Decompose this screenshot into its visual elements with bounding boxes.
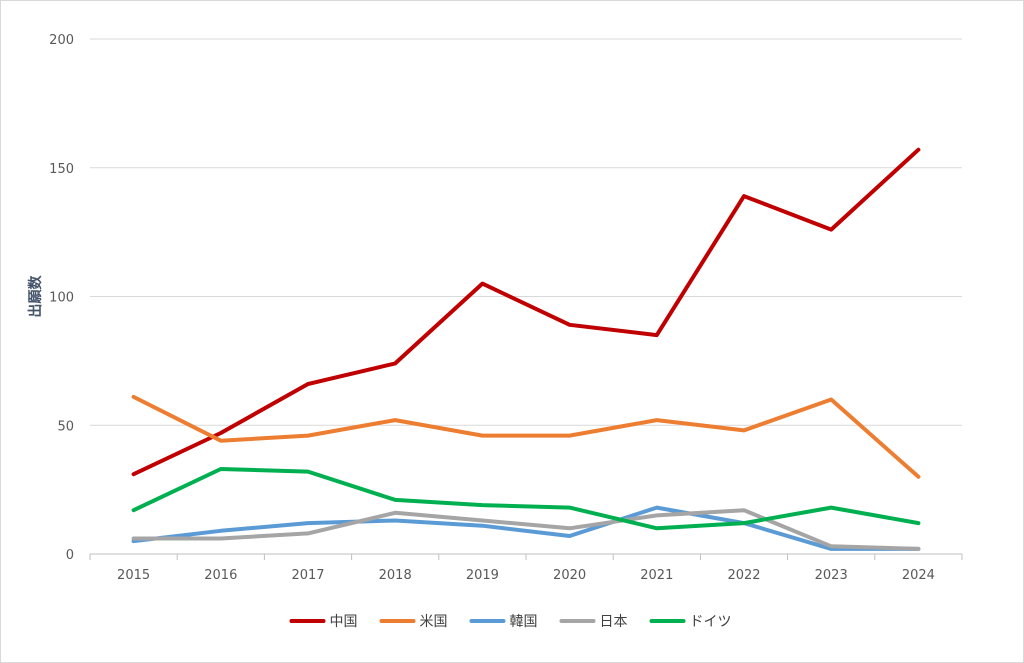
x-tick-label: 2016	[204, 568, 237, 583]
series-line-0	[131, 147, 921, 477]
x-tick-label: 2021	[640, 568, 673, 583]
y-tick-label: 200	[49, 33, 74, 48]
series-line-3	[131, 508, 921, 551]
gridlines	[90, 38, 962, 426]
x-tick-label: 2019	[466, 568, 499, 583]
x-tick-label: 2017	[291, 568, 324, 583]
series-line-2	[131, 505, 921, 551]
x-axis: 2015 2016 2017 2018 2019 2020 2021 2022 2023 2024	[89, 553, 963, 583]
y-axis-label: 出願数	[27, 275, 44, 318]
legend-label-3: 日本	[600, 614, 628, 630]
legend: 中国 米国 韓国 日本 ドイツ	[289, 614, 732, 630]
x-tick-label: 2018	[379, 568, 412, 583]
series-line-4	[131, 467, 921, 531]
legend-label-2: 韓国	[510, 614, 538, 630]
series-lines	[131, 147, 921, 551]
x-tick-label: 2022	[727, 568, 760, 583]
x-tick-label: 2015	[117, 568, 150, 583]
y-tick-label: 100	[49, 291, 74, 306]
y-tick-label: 0	[66, 548, 74, 563]
y-axis-ticks: 0 50 100 150 200	[49, 33, 74, 563]
y-tick-label: 150	[49, 162, 74, 177]
y-tick-label: 50	[57, 419, 74, 434]
x-tick-label: 2023	[815, 568, 848, 583]
legend-label-4: ドイツ	[690, 614, 732, 630]
legend-label-1: 米国	[420, 614, 448, 630]
x-tick-label: 2020	[553, 568, 586, 583]
legend-label-0: 中国	[330, 614, 358, 630]
series-line-1	[131, 394, 921, 479]
x-tick-label: 2024	[902, 568, 935, 583]
